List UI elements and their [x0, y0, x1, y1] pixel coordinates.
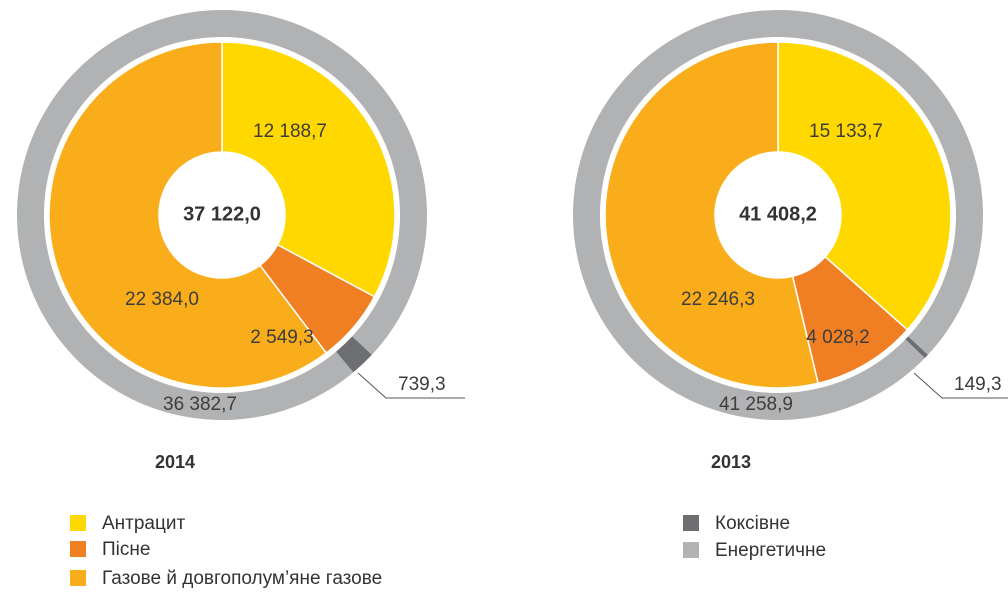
legend-label: Газове й довгополум’яне газове [102, 568, 382, 589]
legend-swatch [70, 541, 86, 557]
donut-segment [48, 41, 328, 389]
value-label: 149,3 [954, 374, 1002, 395]
value-label: 2 549,3 [250, 327, 313, 348]
legend-label: Антрацит [102, 513, 185, 534]
donut-segment [604, 41, 820, 389]
legend-label: Пісне [102, 539, 150, 560]
leader-line [357, 372, 465, 399]
legend-label: Енергетичне [715, 540, 826, 561]
legend-swatch [70, 515, 86, 531]
donut-segment [221, 41, 396, 298]
chart-title: 2014 [155, 452, 195, 472]
value-label: 4 028,2 [806, 327, 869, 348]
chart-title: 2013 [711, 452, 751, 472]
leader-line [913, 372, 1008, 399]
value-label: 739,3 [398, 374, 446, 395]
legend-swatch [683, 515, 699, 531]
center-label: 37 122,0 [183, 203, 261, 225]
value-label: 41 258,9 [719, 394, 793, 415]
value-label: 22 384,0 [125, 289, 199, 310]
legend-swatch [70, 570, 86, 586]
donut-segment [336, 336, 372, 373]
value-label: 12 188,7 [253, 121, 327, 142]
donut-segment [777, 41, 952, 331]
legend-label: Коксівне [715, 513, 790, 534]
value-label: 36 382,7 [163, 394, 237, 415]
legend-swatch [683, 542, 699, 558]
donut-segment [905, 336, 928, 359]
value-label: 22 246,3 [681, 289, 755, 310]
center-label: 41 408,2 [739, 203, 817, 225]
value-label: 15 133,7 [809, 121, 883, 142]
